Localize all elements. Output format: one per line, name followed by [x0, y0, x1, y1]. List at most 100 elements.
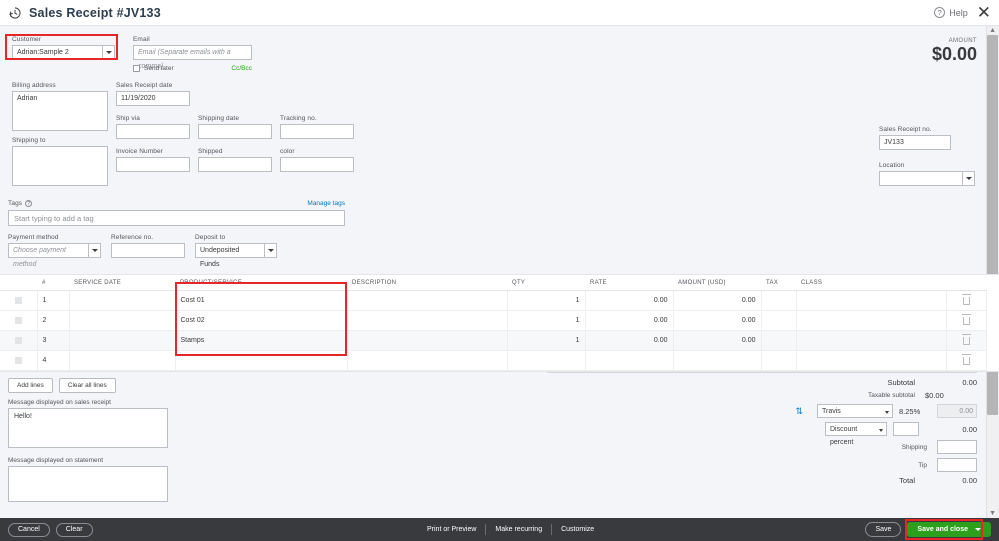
row-qty[interactable] — [507, 350, 586, 371]
print-or-preview-button[interactable]: Print or Preview — [427, 526, 477, 533]
trash-icon[interactable] — [961, 313, 971, 325]
row-delete-cell[interactable] — [946, 290, 987, 311]
row-rate[interactable]: 0.00 — [585, 310, 674, 331]
receipt-message-textarea[interactable]: Hello! — [8, 408, 168, 448]
row-rate[interactable] — [585, 350, 674, 371]
tip-input[interactable] — [937, 458, 977, 472]
drag-handle-icon[interactable] — [14, 317, 22, 324]
row-drag-handle-cell[interactable] — [0, 330, 38, 351]
deposit-dropdown[interactable]: Undeposited Funds — [195, 243, 277, 268]
drag-handle-icon[interactable] — [14, 337, 22, 344]
send-later-checkbox[interactable] — [133, 65, 140, 72]
row-tax[interactable] — [761, 310, 797, 331]
row-description[interactable] — [347, 290, 508, 311]
row-delete-cell[interactable] — [946, 330, 987, 351]
table-row[interactable]: 4 — [0, 350, 987, 371]
receipt-date-input[interactable]: 11/19/2020 — [116, 91, 190, 106]
row-description[interactable] — [347, 330, 508, 351]
add-lines-button[interactable]: Add lines — [8, 378, 53, 393]
customize-button[interactable]: Customize — [561, 526, 595, 533]
tracking-input[interactable] — [280, 124, 354, 139]
save-button[interactable]: Save — [865, 522, 902, 537]
row-class[interactable] — [796, 330, 947, 351]
row-product-service[interactable]: Stamps — [175, 330, 348, 351]
row-service-date[interactable] — [69, 330, 176, 351]
statement-message-textarea[interactable] — [8, 466, 168, 502]
row-delete-cell[interactable] — [946, 350, 987, 371]
color-input[interactable] — [280, 157, 354, 172]
row-class[interactable] — [796, 290, 947, 311]
trash-icon[interactable] — [961, 333, 971, 345]
shipping-date-input[interactable] — [198, 124, 272, 139]
billing-address-input[interactable]: Adrian — [12, 91, 108, 131]
row-tax[interactable] — [761, 290, 797, 311]
discount-input[interactable] — [893, 422, 919, 436]
shipping-input[interactable] — [937, 440, 977, 454]
ship-via-input[interactable] — [116, 124, 190, 139]
deposit-input[interactable]: Undeposited Funds — [195, 243, 264, 268]
drag-handle-icon[interactable] — [14, 357, 22, 364]
tax-rate-dropdown[interactable]: Travis — [817, 404, 893, 418]
location-input[interactable] — [879, 171, 962, 186]
tag-input[interactable]: Start typing to add a tag — [8, 210, 345, 226]
table-row[interactable]: 1 Cost 01 1 0.00 0.00 — [0, 290, 987, 311]
swap-order-icon[interactable]: ⇅ — [795, 405, 803, 416]
row-qty[interactable]: 1 — [507, 290, 586, 311]
row-description[interactable] — [347, 310, 508, 331]
trash-icon[interactable] — [961, 353, 971, 365]
deposit-chevron-down-icon[interactable] — [264, 243, 277, 258]
save-options-chevron-down-icon[interactable] — [975, 528, 981, 531]
row-delete-cell[interactable] — [946, 310, 987, 331]
row-amount[interactable]: 0.00 — [673, 330, 762, 351]
cancel-button[interactable]: Cancel — [8, 522, 50, 537]
email-input[interactable]: Email (Separate emails with a comma) — [133, 45, 252, 70]
scroll-up-icon[interactable]: ▲ — [989, 27, 996, 34]
clear-button[interactable]: Clear — [55, 522, 93, 537]
shipping-to-input[interactable] — [12, 146, 108, 186]
row-drag-handle-cell[interactable] — [0, 290, 38, 311]
row-class[interactable] — [796, 350, 947, 371]
receipt-no-input[interactable]: JV133 — [879, 135, 951, 150]
customer-dropdown[interactable]: Adrian:Sample 2 — [12, 45, 115, 60]
row-product-service[interactable] — [175, 350, 348, 371]
trash-icon[interactable] — [961, 293, 971, 305]
row-service-date[interactable] — [69, 310, 176, 331]
row-product-service[interactable]: Cost 02 — [175, 310, 348, 331]
payment-method-chevron-down-icon[interactable] — [88, 243, 101, 258]
row-amount[interactable] — [673, 350, 762, 371]
row-product-service[interactable]: Cost 01 — [175, 290, 348, 311]
row-service-date[interactable] — [69, 290, 176, 311]
table-row[interactable]: 3 Stamps 1 0.00 0.00 — [0, 330, 987, 351]
vertical-scrollbar[interactable]: ▲ ▼ — [986, 26, 999, 518]
row-rate[interactable]: 0.00 — [585, 290, 674, 311]
row-class[interactable] — [796, 310, 947, 331]
row-amount[interactable]: 0.00 — [673, 310, 762, 331]
payment-method-dropdown[interactable]: Choose payment method — [8, 243, 101, 268]
row-rate[interactable]: 0.00 — [585, 330, 674, 351]
row-qty[interactable]: 1 — [507, 330, 586, 351]
customer-chevron-down-icon[interactable] — [102, 45, 115, 60]
payment-method-input[interactable]: Choose payment method — [8, 243, 88, 268]
customer-input[interactable]: Adrian:Sample 2 — [12, 45, 102, 60]
table-row[interactable]: 2 Cost 02 1 0.00 0.00 — [0, 310, 987, 331]
row-service-date[interactable] — [69, 350, 176, 371]
invoice-number-input[interactable] — [116, 157, 190, 172]
help-button[interactable]: ? Help — [934, 7, 968, 18]
row-tax[interactable] — [761, 330, 797, 351]
make-recurring-button[interactable]: Make recurring — [495, 526, 543, 533]
scrollbar-thumb[interactable] — [987, 35, 998, 415]
save-and-close-button[interactable]: Save and close — [907, 522, 991, 537]
shipped-input[interactable] — [198, 157, 272, 172]
row-drag-handle-cell[interactable] — [0, 350, 38, 371]
row-tax[interactable] — [761, 350, 797, 371]
drag-handle-icon[interactable] — [14, 297, 22, 304]
row-amount[interactable]: 0.00 — [673, 290, 762, 311]
reference-input[interactable] — [111, 243, 185, 258]
close-icon[interactable]: ✕ — [976, 3, 991, 22]
location-chevron-down-icon[interactable] — [962, 171, 975, 186]
manage-tags-link[interactable]: Manage tags — [307, 200, 345, 207]
info-icon[interactable]: ? — [25, 200, 33, 207]
row-drag-handle-cell[interactable] — [0, 310, 38, 331]
location-dropdown[interactable] — [879, 171, 975, 186]
row-qty[interactable]: 1 — [507, 310, 586, 331]
